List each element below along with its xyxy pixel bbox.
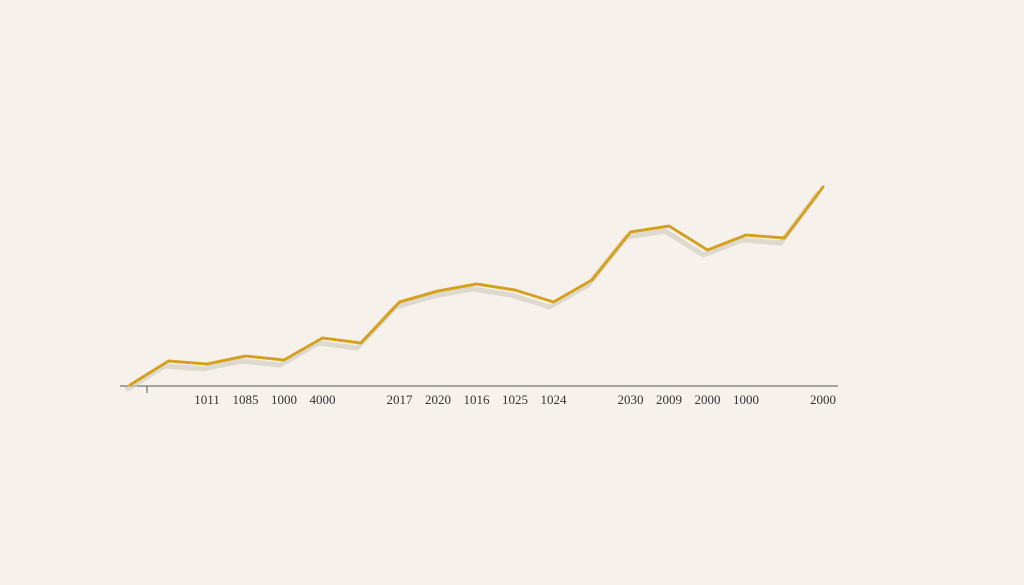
x-tick-label: 2000 (695, 392, 721, 407)
x-tick-label: 1016 (464, 392, 491, 407)
x-tick-label: 2009 (656, 392, 682, 407)
line-texture (129, 186, 824, 386)
x-tick-label: 1025 (502, 392, 528, 407)
line-shadow (124, 190, 821, 393)
x-tick-label: 1024 (541, 392, 568, 407)
x-tick-label: 2000 (810, 392, 836, 407)
x-tick-label: 1000 (733, 392, 759, 407)
x-tick-label: 2020 (425, 392, 451, 407)
x-tick-label: 2030 (618, 392, 644, 407)
x-tick-label: 1000 (271, 392, 297, 407)
x-tick-label: 4000 (310, 392, 336, 407)
x-tick-label: 1085 (233, 392, 259, 407)
x-tick-label: 2017 (387, 392, 414, 407)
x-tick-label: 1011 (194, 392, 220, 407)
